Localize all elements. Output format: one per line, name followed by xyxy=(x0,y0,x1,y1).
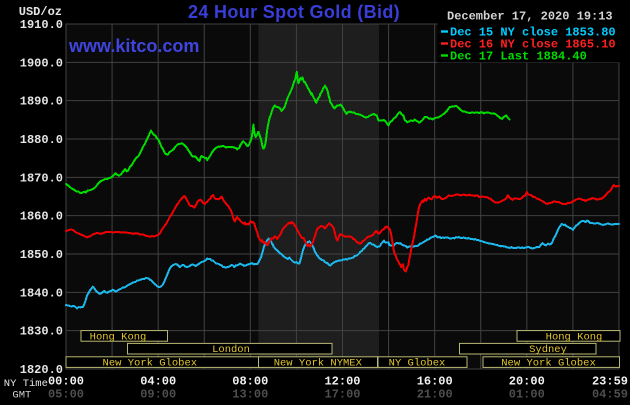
svg-text:1870.0: 1870.0 xyxy=(20,171,63,185)
svg-text:24 Hour Spot Gold (Bid): 24 Hour Spot Gold (Bid) xyxy=(188,2,400,22)
svg-text:USD/oz: USD/oz xyxy=(19,5,62,19)
svg-text:04:59: 04:59 xyxy=(592,388,628,402)
svg-text:Dec 17 Last 1884.40: Dec 17 Last 1884.40 xyxy=(450,50,587,64)
svg-text:1860.0: 1860.0 xyxy=(20,210,63,224)
svg-text:1900.0: 1900.0 xyxy=(20,56,63,70)
svg-text:05:00: 05:00 xyxy=(48,388,84,402)
svg-text:1910.0: 1910.0 xyxy=(20,18,63,32)
svg-text:23:59: 23:59 xyxy=(592,375,628,389)
svg-text:NY Time: NY Time xyxy=(4,378,48,390)
svg-text:Hong Kong: Hong Kong xyxy=(546,331,603,343)
svg-text:01:00: 01:00 xyxy=(509,388,545,402)
svg-text:1840.0: 1840.0 xyxy=(20,286,63,300)
svg-text:00:00: 00:00 xyxy=(48,375,84,389)
svg-text:16:00: 16:00 xyxy=(417,375,453,389)
svg-text:17:00: 17:00 xyxy=(324,388,360,402)
svg-text:GMT: GMT xyxy=(12,390,31,402)
svg-text:08:00: 08:00 xyxy=(232,375,268,389)
svg-text:1820.0: 1820.0 xyxy=(20,363,63,377)
svg-text:www.kitco.com: www.kitco.com xyxy=(68,36,199,56)
svg-text:Dec 16 NY close 1865.10: Dec 16 NY close 1865.10 xyxy=(450,38,616,52)
svg-text:1850.0: 1850.0 xyxy=(20,248,63,262)
svg-text:1880.0: 1880.0 xyxy=(20,133,63,147)
svg-text:New York Globex: New York Globex xyxy=(501,358,596,370)
svg-text:20:00: 20:00 xyxy=(509,375,545,389)
svg-text:1830.0: 1830.0 xyxy=(20,325,63,339)
svg-text:London: London xyxy=(212,344,250,356)
svg-text:13:00: 13:00 xyxy=(232,388,268,402)
svg-text:12:00: 12:00 xyxy=(324,375,360,389)
svg-text:New York Globex: New York Globex xyxy=(103,358,198,370)
svg-text:09:00: 09:00 xyxy=(140,388,176,402)
svg-text:21:00: 21:00 xyxy=(417,388,453,402)
svg-text:Hong Kong: Hong Kong xyxy=(90,331,147,343)
svg-text:December 17, 2020 19:13: December 17, 2020 19:13 xyxy=(447,10,613,24)
svg-text:NY Globex: NY Globex xyxy=(389,358,446,370)
svg-text:Sydney: Sydney xyxy=(529,344,567,356)
svg-text:04:00: 04:00 xyxy=(140,375,176,389)
svg-text:Dec 15 NY close 1853.80: Dec 15 NY close 1853.80 xyxy=(450,26,616,40)
svg-text:1890.0: 1890.0 xyxy=(20,95,63,109)
svg-text:New York NYMEX: New York NYMEX xyxy=(274,358,363,370)
